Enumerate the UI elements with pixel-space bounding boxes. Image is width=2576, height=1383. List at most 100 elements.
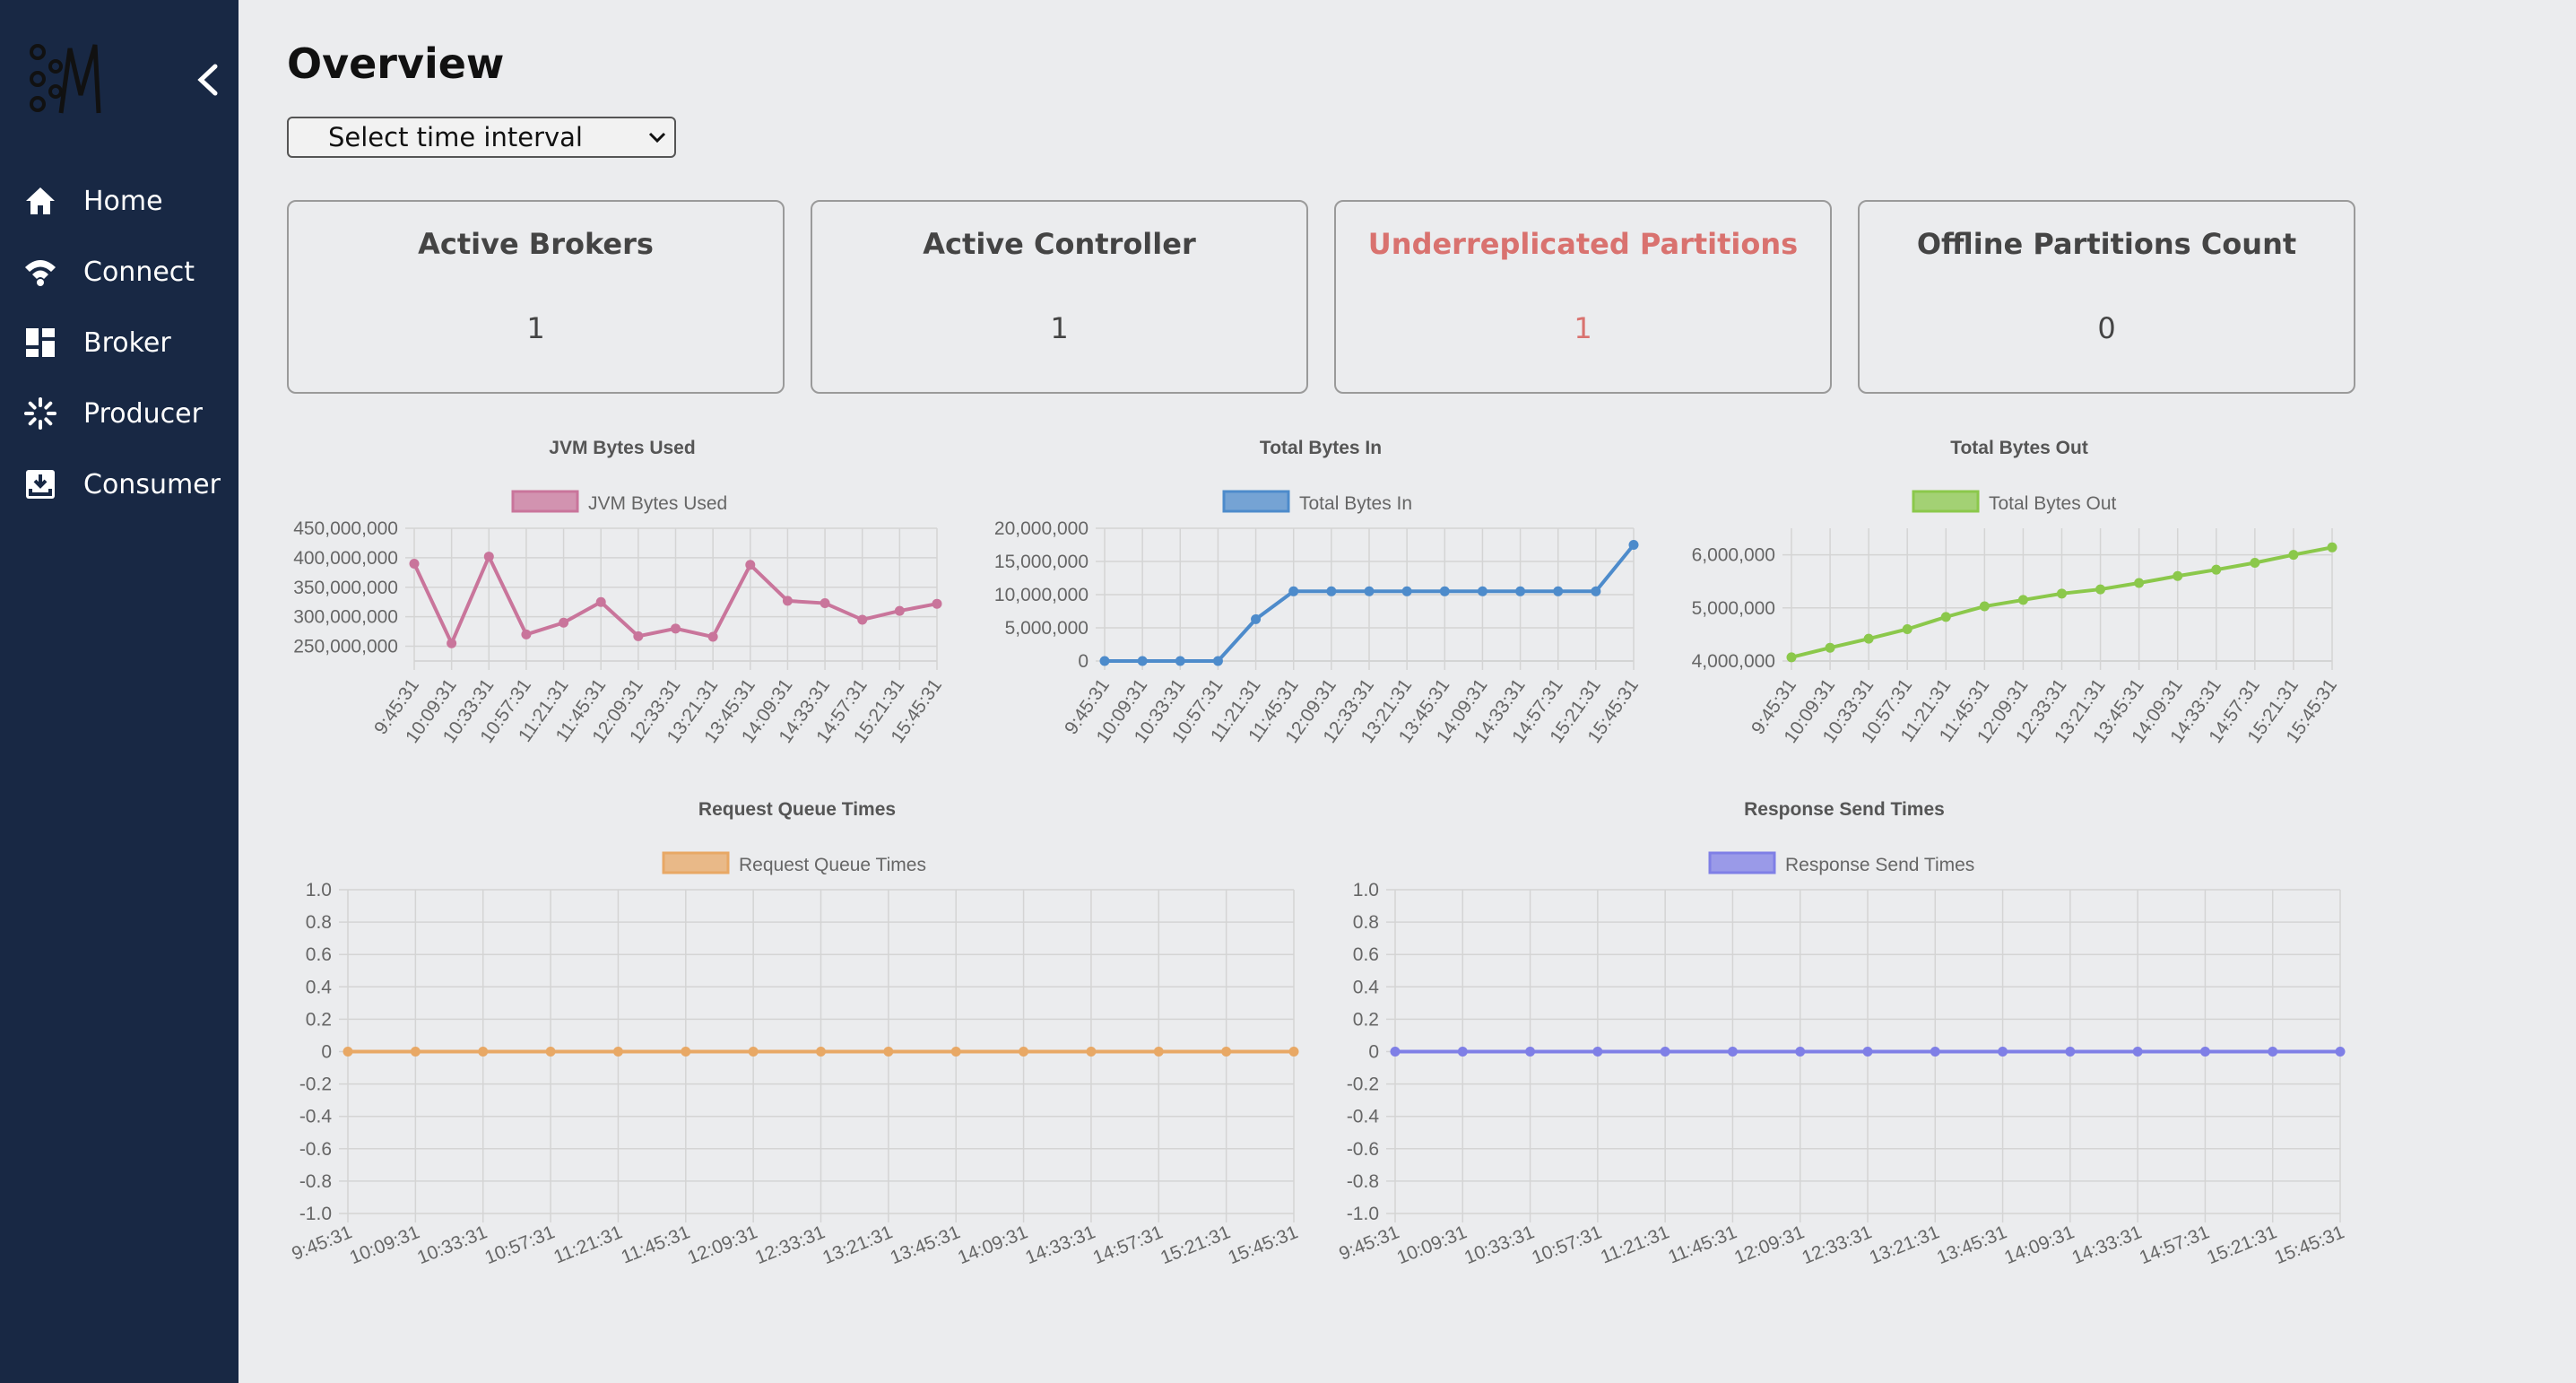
card-title: Underreplicated Partitions	[1367, 227, 1799, 261]
card-title: Offline Partitions Count	[1916, 227, 2297, 261]
card-offline-partitions-count: Offline Partitions Count 0	[1858, 200, 2355, 394]
sidebar-item-producer[interactable]: Producer	[0, 387, 239, 440]
wifi-icon	[25, 260, 56, 286]
sidebar-item-home[interactable]: Home	[0, 174, 239, 228]
x-tick-label: 10:09:31	[347, 1222, 422, 1268]
data-point	[1477, 586, 1487, 596]
spinner-icon	[24, 397, 56, 430]
x-tick-label: 13:45:31	[1934, 1222, 2009, 1268]
data-point	[2250, 557, 2260, 568]
x-tick-label: 14:57:31	[2137, 1222, 2212, 1268]
time-interval-dropdown[interactable]: Select time interval	[287, 117, 676, 158]
data-point	[409, 558, 420, 569]
chart-title: Response Send Times	[1744, 799, 1945, 820]
data-point	[1401, 586, 1412, 596]
data-point	[2335, 1047, 2346, 1057]
data-point	[2095, 584, 2106, 595]
data-point	[2211, 564, 2222, 575]
data-point	[545, 1047, 556, 1057]
data-point	[950, 1047, 961, 1057]
data-point	[1390, 1047, 1401, 1057]
chart-title: Request Queue Times	[698, 799, 896, 820]
legend-label: Total Bytes In	[1299, 493, 1412, 514]
card-title: Active Brokers	[418, 227, 654, 261]
card-value: 1	[1574, 311, 1592, 345]
data-point	[2057, 588, 2067, 599]
chart-title: Total Bytes Out	[1950, 438, 2088, 458]
data-point	[1940, 612, 1951, 622]
data-point	[633, 631, 644, 641]
data-point	[2268, 1047, 2278, 1057]
x-tick-label: 15:45:31	[2271, 1222, 2346, 1268]
y-tick-label: -0.6	[1347, 1139, 1379, 1160]
sidebar-item-label: Connect	[83, 256, 195, 288]
y-tick-label: 20,000,000	[994, 518, 1089, 539]
chart-4: Response Send Times Response Send Times 1.…	[1336, 799, 2347, 1268]
y-tick-label: 350,000,000	[293, 578, 398, 598]
download-icon	[26, 470, 55, 499]
data-point	[671, 623, 681, 634]
data-point	[1553, 586, 1564, 596]
data-point	[1863, 633, 1874, 644]
y-tick-label: 5,000,000	[1005, 618, 1089, 639]
x-tick-label: 10:57:31	[482, 1222, 558, 1268]
data-point	[1221, 1047, 1232, 1057]
page-title: Overview	[287, 39, 505, 88]
y-tick-label: 400,000,000	[293, 548, 398, 569]
x-tick-label: 12:09:31	[685, 1222, 760, 1268]
x-tick-label: 15:45:31	[1225, 1222, 1300, 1268]
collapse-sidebar-button[interactable]	[192, 61, 224, 99]
sidebar-item-connect[interactable]: Connect	[0, 245, 239, 299]
y-tick-label: 0.4	[306, 977, 333, 997]
y-tick-label: -0.6	[299, 1139, 332, 1160]
data-point	[595, 596, 606, 607]
data-point	[447, 638, 457, 648]
y-tick-label: -1.0	[299, 1204, 332, 1224]
card-active-brokers: Active Brokers 1	[287, 200, 785, 394]
data-point	[1660, 1047, 1670, 1057]
data-point	[1326, 586, 1337, 596]
y-tick-label: 0.6	[1353, 944, 1379, 965]
y-tick-label: 450,000,000	[293, 518, 398, 539]
data-point	[1086, 1047, 1097, 1057]
data-point	[1998, 1047, 2008, 1057]
data-point	[1457, 1047, 1468, 1057]
y-tick-label: -0.4	[1347, 1107, 1380, 1127]
data-point	[521, 629, 532, 639]
data-point	[1515, 586, 1526, 596]
dashboard-icon	[26, 328, 55, 357]
x-tick-label: 12:33:31	[752, 1222, 828, 1268]
data-point	[343, 1047, 353, 1057]
y-tick-label: 4,000,000	[1692, 651, 1775, 672]
legend-swatch	[662, 851, 730, 874]
card-active-controller: Active Controller 1	[811, 200, 1308, 394]
data-point	[559, 617, 569, 628]
data-point	[1364, 586, 1375, 596]
chart-2: Total Bytes Out Total Bytes Out 6,000,000 5…	[1692, 438, 2342, 747]
data-point	[857, 614, 868, 625]
x-tick-label: 11:45:31	[1665, 1222, 1739, 1267]
data-point	[1825, 642, 1835, 653]
data-point	[1212, 656, 1223, 666]
y-tick-label: 5,000,000	[1692, 598, 1775, 619]
y-tick-label: 1.0	[306, 880, 332, 900]
legend-label: JVM Bytes Used	[588, 493, 727, 514]
data-point	[2017, 595, 2028, 605]
sidebar-item-broker[interactable]: Broker	[0, 316, 239, 370]
y-tick-label: 300,000,000	[293, 607, 398, 628]
chart-0: JVM Bytes Used JVM Bytes Used 450,000,000 4…	[293, 438, 946, 747]
y-tick-label: 6,000,000	[1692, 545, 1775, 566]
data-point	[483, 552, 494, 562]
sidebar-item-label: Broker	[83, 326, 171, 359]
y-tick-label: 0.6	[306, 944, 332, 965]
data-point	[2288, 550, 2299, 561]
data-point	[1439, 586, 1450, 596]
data-point	[782, 596, 793, 606]
data-point	[1591, 586, 1601, 596]
data-point	[894, 605, 905, 616]
legend-label: Request Queue Times	[739, 855, 926, 875]
data-point	[1525, 1047, 1536, 1057]
chart-title: JVM Bytes Used	[549, 438, 695, 458]
sidebar-item-consumer[interactable]: Consumer	[0, 457, 239, 511]
y-tick-label: 1.0	[1353, 880, 1379, 900]
